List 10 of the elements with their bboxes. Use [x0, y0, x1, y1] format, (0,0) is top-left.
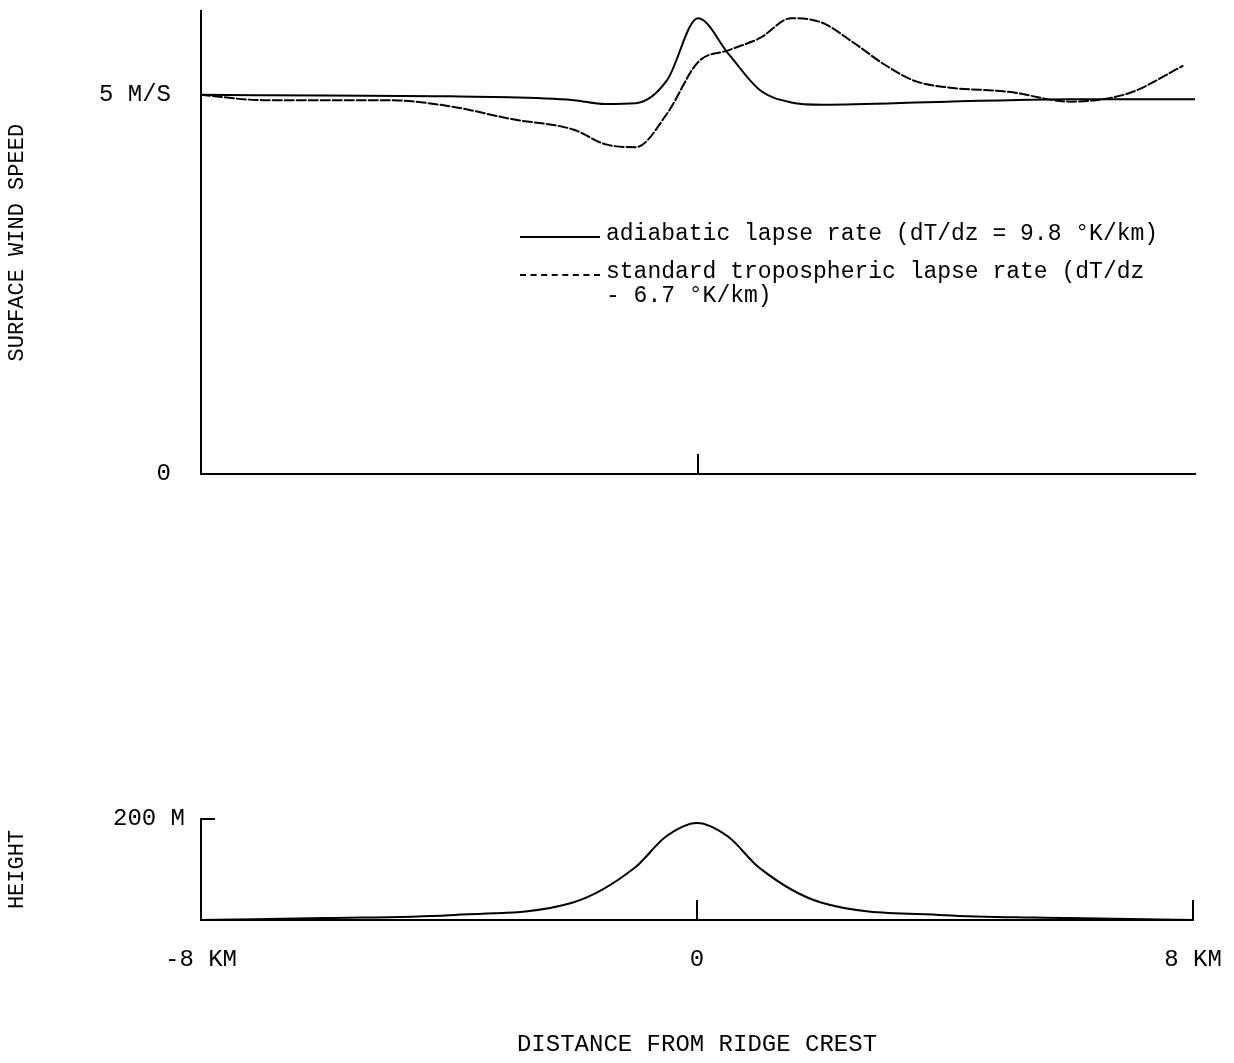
x-tick-label: 0 [689, 946, 705, 974]
legend-label: standard tropospheric lapse rate (dT/dz - 6.7 °K/km) [606, 259, 1146, 309]
legend-label: adiabatic lapse rate (dT/dz = 9.8 °K/km) [606, 221, 1159, 247]
y-axis-title: SURFACE WIND SPEED [5, 123, 31, 362]
y-axis-title: HEIGHT [5, 829, 31, 910]
text: 200 M [112, 805, 185, 833]
x-tick-label: 8 KM [1164, 946, 1222, 974]
x-axis-title: DISTANCE FROM RIDGE CREST [516, 1030, 878, 1058]
x-tick-label: -8 KM [164, 946, 238, 974]
y-tick-label: 5 M/S [98, 81, 171, 109]
